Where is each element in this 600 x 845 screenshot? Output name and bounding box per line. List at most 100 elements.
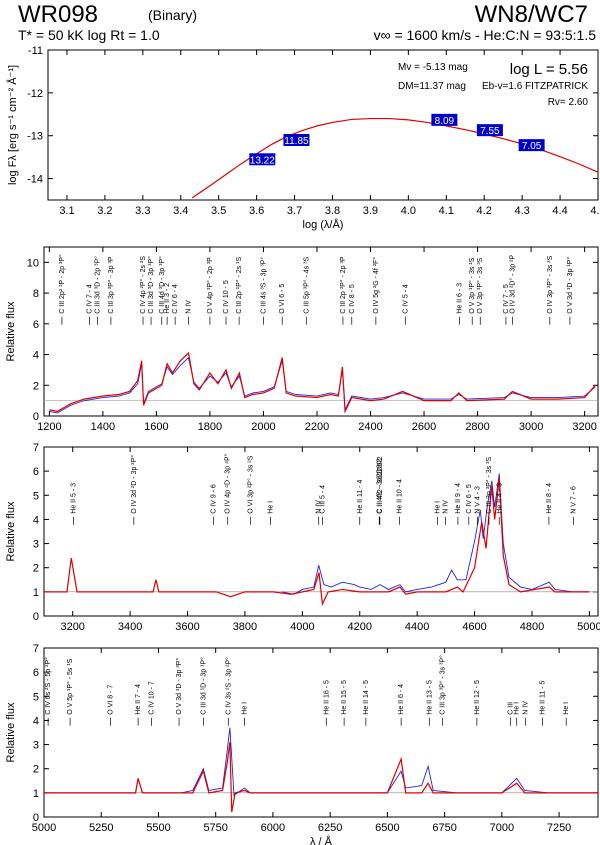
line-id-label: He II 16 - 5 [323, 680, 330, 715]
line-id-label: He II 15 - 5 [341, 680, 348, 715]
line-id-label: O V 3d ¹D - 3p ¹P° [566, 257, 574, 314]
x-tick-label: 3.9 [363, 205, 378, 217]
photometry-label: 11.85 [284, 136, 309, 147]
photometry-box [518, 139, 545, 152]
line-id-label: N V 7 - 6 [571, 486, 578, 514]
line-id-label: He I [435, 501, 442, 514]
y-tick-label: 0 [33, 411, 39, 423]
observed-spectrum [44, 727, 598, 797]
line-id-label: C IV 8 - 5 [349, 284, 356, 314]
y-tick-label: -11 [28, 45, 43, 57]
plot-frame [43, 647, 599, 818]
y-tick-label: 5 [33, 691, 39, 703]
y-tick-label: 4 [33, 350, 39, 362]
y-tick-label: 6 [33, 319, 39, 331]
line-id-label: O VI 8 - 7 [107, 685, 114, 715]
panel-optical-red: 5000 5250 5500 5750 6000 6250 6500 6750 7000 7250… [5, 643, 599, 845]
x-tick-label: 7000 [490, 822, 514, 834]
x-tick-label: 4400 [405, 621, 429, 633]
x-tick-label: 3.6 [249, 205, 264, 217]
line-id-label: O IV 3d ²D - 3p ²P° [130, 455, 138, 514]
line-id-label: C III 5p ³P° - 4s ³S [302, 257, 310, 314]
x-tick-label: 3200 [60, 621, 84, 633]
plot-frame [47, 49, 599, 201]
line-id-label: O VI 3p ²P° - 3s ²S [247, 455, 255, 513]
line-id-label: O IV 3d ²D° - 3p ²P [508, 255, 516, 314]
y-tick-label: 6 [33, 466, 39, 478]
line-id-label: O V 3p ³P° - 3s ³S [476, 257, 484, 313]
model-spectrum [44, 742, 598, 813]
x-tick-label: 2600 [412, 421, 436, 433]
line-id-label: O IV 5g ²G - 4f ²F° [372, 257, 380, 314]
line-id-label: O V 4p ³P° - 2p ³P [206, 257, 214, 314]
x-tick-label: 3.3 [135, 205, 150, 217]
x-tick-label: 5250 [89, 822, 113, 834]
panel-sed: 3.1 3.2 3.3 3.4 3.5 3.6 3.7 3.8 3.9 4.0 4.1 4.2 4.3 4… [6, 45, 600, 231]
y-tick-label: 2 [33, 764, 39, 776]
x-tick-label: 1200 [37, 421, 61, 433]
line-id-label: He I [563, 702, 570, 715]
x-tick-label: 3200 [572, 421, 596, 433]
x-tick-label: 4200 [348, 621, 372, 633]
line-id-label: O IV 3p ²P° - 3s ²S [546, 255, 554, 313]
line-id-label: C II 4f2 - 3d2D3/2 [376, 458, 383, 513]
y-tick-label: 2 [33, 380, 39, 392]
line-id-label: C III 3p ³P° - 3s ³P° [438, 655, 446, 715]
x-tick-label: 2800 [465, 421, 489, 433]
y-tick-label: 0 [33, 812, 39, 824]
y-axis-label: Relative flux [5, 301, 17, 361]
x-tick-label: 5000 [577, 621, 600, 633]
line-id-label: He II 10 - 4 [397, 479, 404, 514]
x-tick-label: 3600 [175, 621, 199, 633]
y-tick-label: 2 [33, 563, 39, 575]
line-id-label: He II 7 - 4 [135, 684, 142, 715]
photometry-label: 7.05 [522, 141, 542, 152]
line-id-label: He II 6 - 3 [457, 283, 464, 314]
y-axis-label: Relative flux [5, 501, 17, 561]
y-tick-label: 0 [33, 611, 39, 623]
y-tick-label: 8 [33, 288, 39, 300]
observed-spectrum [49, 356, 596, 414]
line-id-label: C IV 7 - 4 [86, 284, 93, 314]
x-tick-label: 3800 [233, 621, 257, 633]
rv-annotation: Rv= 2.60 [548, 97, 589, 108]
dm-annotation: DM=11.37 mag [398, 81, 466, 92]
x-tick-label: 3.4 [173, 205, 188, 217]
x-tick-label: 5750 [203, 822, 227, 834]
photometry-label: 13.22 [250, 155, 275, 166]
y-tick-label: 10 [27, 257, 39, 269]
model-spectrum [44, 478, 590, 607]
line-id-label: C III 3p ³P° - 3p ³P [107, 256, 115, 314]
ebv-annotation: Eb-v=1.6 FITZPATRICK [482, 81, 588, 92]
line-id-label: C III 4f2 - 3d2D5/2 [377, 456, 384, 513]
x-tick-label: 1800 [198, 421, 222, 433]
model-spectrum [49, 351, 596, 414]
line-id-label: C IV 7 - 5 [503, 284, 510, 314]
line-id-label: C III 3d ¹D - 3p ¹P° [199, 657, 207, 715]
line-id-label: C IV 10 - 7 [149, 681, 156, 715]
y-tick-label: 1 [33, 788, 39, 800]
line-id-label: O V 3d ³D - 3p ³P° [175, 658, 183, 715]
line-id-label: C III 3d ³D - 3p ³P° [147, 256, 155, 314]
x-tick-label: 4.1 [439, 205, 454, 217]
line-id-label: N V 4 - 3 [474, 486, 481, 514]
line-id-label: He II 11 - 5 [540, 681, 547, 715]
photometry-box [476, 124, 503, 137]
line-id-label: O VI 6 - 5 [279, 284, 286, 314]
x-tick-label: 3.1 [59, 205, 74, 217]
line-id-label: N IV [316, 500, 323, 514]
line-id-label: O IV 4p ⁴D - 3p ⁴P° [224, 453, 232, 513]
line-id-label: C IV 6 - 5 [466, 484, 473, 514]
x-tick-label: 3.2 [97, 205, 112, 217]
panel-optical-blue: 3200 3400 3600 3800 4000 4200 4400 4600 4800 5000… [5, 442, 600, 633]
x-tick-label: 4.4 [552, 205, 567, 217]
y-tick-label: -13 [27, 131, 43, 143]
photometry-label: 7.55 [480, 126, 500, 137]
y-tick-label: 7 [33, 442, 39, 454]
x-tick-label: 6750 [432, 822, 456, 834]
line-id-label: He I [267, 501, 274, 514]
line-id-label: C III 4s ³S - 3p ³P° [259, 257, 267, 314]
line-id-label: C IV 9 - 6 [210, 484, 217, 514]
x-tick-label: 6000 [261, 822, 285, 834]
x-tick-label: 6250 [318, 822, 342, 834]
